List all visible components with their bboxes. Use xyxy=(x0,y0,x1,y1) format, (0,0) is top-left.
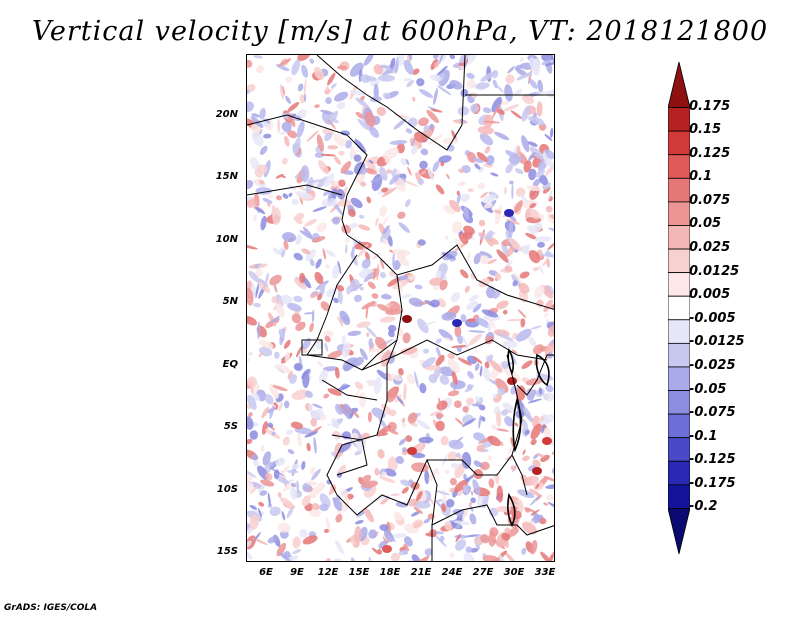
colorbar-level-label: -0.005 xyxy=(689,310,736,326)
lon-tick-label: 9E xyxy=(290,567,304,578)
colorbar-swatch xyxy=(668,437,690,462)
colorbar-swatch xyxy=(668,460,690,486)
colorbar-swatch xyxy=(668,107,690,132)
colorbar-swatch xyxy=(668,508,690,554)
colorbar-level-label: 0.075 xyxy=(689,192,731,208)
map-plot xyxy=(246,54,555,562)
lat-tick-label: 15S xyxy=(216,546,238,557)
lat-tick-label: 20N xyxy=(215,109,238,120)
colorbar-level-label: -0.075 xyxy=(689,405,736,421)
colorbar-swatch xyxy=(668,272,690,297)
lon-tick-label: 12E xyxy=(317,567,339,578)
velocity-field xyxy=(247,55,554,561)
colorbar-level-label: -0.0125 xyxy=(689,334,745,350)
lakes xyxy=(506,348,550,527)
colorbar-swatch xyxy=(668,390,690,415)
colorbar-level-label: -0.05 xyxy=(689,381,727,397)
colorbar-level-label: -0.2 xyxy=(689,499,718,515)
colorbar-swatch xyxy=(668,130,690,156)
colorbar-level-label: 0.125 xyxy=(689,145,731,161)
footer-credit: GrADS: IGES/COLA xyxy=(4,603,98,613)
lon-tick-label: 30E xyxy=(503,567,525,578)
colorbar-swatch xyxy=(668,62,690,108)
colorbar-swatch xyxy=(668,225,690,250)
colorbar-level-label: 0.05 xyxy=(689,216,722,232)
colorbar-level-label: 0.1 xyxy=(689,169,713,185)
lon-tick-label: 24E xyxy=(441,567,463,578)
colorbar xyxy=(668,62,690,554)
lat-tick-label: EQ xyxy=(222,359,238,370)
colorbar-level-label: -0.025 xyxy=(689,357,736,373)
colorbar-level-label: 0.0125 xyxy=(689,263,740,279)
lon-tick-label: 15E xyxy=(348,567,370,578)
lon-tick-label: 33E xyxy=(534,567,556,578)
lat-tick-label: 5S xyxy=(223,421,238,432)
colorbar-level-label: -0.125 xyxy=(689,452,736,468)
colorbar-level-label: -0.175 xyxy=(689,475,736,491)
lon-tick-label: 21E xyxy=(410,567,432,578)
colorbar-swatch xyxy=(668,248,690,274)
lat-tick-label: 10S xyxy=(216,484,238,495)
colorbar-level-label: 0.005 xyxy=(689,287,731,303)
lat-tick-label: 10N xyxy=(215,234,238,245)
lon-tick-label: 27E xyxy=(472,567,494,578)
lon-tick-label: 6E xyxy=(259,567,273,578)
colorbar-swatch xyxy=(668,154,690,179)
colorbar-swatch xyxy=(668,484,690,509)
colorbar-swatch xyxy=(668,413,690,439)
lat-tick-label: 5N xyxy=(222,296,238,307)
colorbar-level-label: 0.15 xyxy=(689,122,722,138)
colorbar-swatch xyxy=(668,366,690,391)
lat-tick-label: 15N xyxy=(215,171,238,182)
colorbar-level-label: 0.175 xyxy=(689,98,731,114)
colorbar-swatch xyxy=(668,201,690,226)
colorbar-swatch xyxy=(668,177,690,203)
chart-title: Vertical velocity [m/s] at 600hPa, VT: 2… xyxy=(31,16,769,47)
lon-tick-label: 18E xyxy=(379,567,401,578)
colorbar-level-label: -0.1 xyxy=(689,428,718,444)
colorbar-level-label: 0.025 xyxy=(689,240,731,256)
colorbar-swatch xyxy=(668,319,690,344)
colorbar-swatch xyxy=(668,342,690,368)
colorbar-swatch xyxy=(668,295,690,321)
